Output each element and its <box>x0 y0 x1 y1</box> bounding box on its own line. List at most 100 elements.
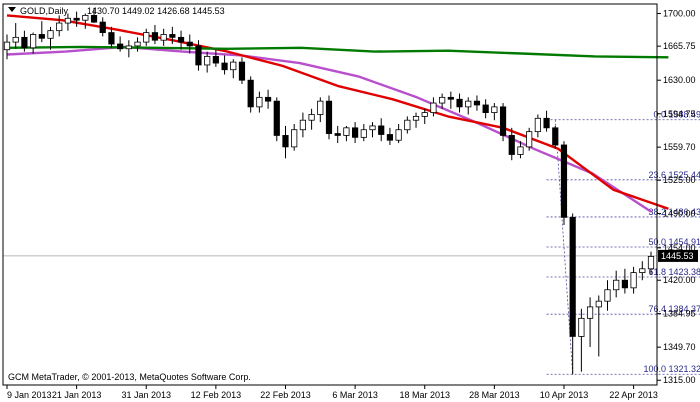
candle <box>465 97 472 115</box>
candle <box>108 26 115 48</box>
candle <box>186 34 193 54</box>
candle <box>291 124 298 151</box>
bear-candle-body <box>238 61 246 81</box>
bull-candle-body <box>360 129 367 138</box>
candle <box>647 251 655 275</box>
bull-candle-body <box>465 100 472 108</box>
bull-candle-body <box>343 127 350 136</box>
candle <box>378 118 385 142</box>
candle <box>212 49 219 67</box>
candle <box>273 97 280 142</box>
candle <box>73 11 80 27</box>
candle <box>630 266 637 294</box>
fib-level-label: 38.2 1486.43 <box>648 207 700 217</box>
bull-candle-body <box>317 100 324 115</box>
bull-candle-body <box>439 96 446 104</box>
candle <box>543 110 550 132</box>
y-tick-label: 1630.00 <box>663 75 696 85</box>
bear-candle-body <box>99 21 106 33</box>
bull-candle-body <box>291 129 298 148</box>
copyright-text: GCM MetaTrader, © 2001-2013, MetaQuotes … <box>8 372 251 382</box>
candle <box>508 127 515 161</box>
bear-candle-body <box>21 36 28 49</box>
candle <box>456 93 463 113</box>
bull-candle-body <box>56 22 63 32</box>
x-tick-label: 21 Jan 2013 <box>52 390 102 400</box>
x-tick-label: 22 Feb 2013 <box>260 390 311 400</box>
bear-candle-body <box>621 279 628 289</box>
bull-candle-body <box>30 34 37 49</box>
candle <box>177 30 185 50</box>
axes <box>2 3 661 389</box>
bull-candle-body <box>395 129 402 141</box>
candle <box>595 295 602 357</box>
candle <box>195 40 202 71</box>
y-tick-label: 1700.00 <box>663 9 696 19</box>
candle <box>64 13 72 31</box>
candle <box>169 26 176 45</box>
bear-candle-body <box>499 106 507 136</box>
candle <box>308 108 315 130</box>
candle <box>3 34 11 60</box>
candle <box>578 308 585 372</box>
bull-candle-body <box>404 119 411 131</box>
candle <box>343 125 350 142</box>
bear-candle-body <box>38 34 45 39</box>
bear-candle-body <box>543 117 550 129</box>
candle <box>569 213 576 375</box>
bull-candle-body <box>586 306 594 319</box>
bull-candle-body <box>578 317 585 337</box>
bull-candle-body <box>125 45 132 50</box>
y-tick-label: 1420.00 <box>663 275 696 285</box>
candle <box>369 122 376 138</box>
bear-candle-body <box>334 133 341 136</box>
y-tick-label: 1315.00 <box>663 375 696 385</box>
bear-candle-body <box>473 100 481 106</box>
y-tick-label: 1349.70 <box>663 342 696 352</box>
bear-candle-body <box>117 43 124 50</box>
bear-candle-body <box>508 135 515 155</box>
bull-candle-body <box>3 41 11 51</box>
bear-candle-body <box>386 134 394 141</box>
candle <box>526 127 533 151</box>
candle <box>604 280 611 311</box>
bear-candle-body <box>90 15 98 23</box>
dropdown-triangle-icon[interactable] <box>8 7 16 12</box>
candle <box>560 141 568 225</box>
candle <box>613 270 620 298</box>
bear-candle-body <box>552 127 559 146</box>
bear-candle-body <box>560 144 568 218</box>
x-tick-label: 28 Mar 2013 <box>469 390 520 400</box>
candle <box>47 26 54 50</box>
candle <box>404 116 411 134</box>
bear-candle-body <box>273 100 280 136</box>
chart-header: GOLD,Daily 1430.70 1449.02 1426.68 1445.… <box>8 6 225 16</box>
y-tick-label: 1454.00 <box>663 243 696 253</box>
x-tick-label: 22 Apr 2013 <box>609 390 658 400</box>
bull-candle-body <box>526 131 533 148</box>
candle <box>82 13 89 29</box>
candle <box>325 95 333 140</box>
candle <box>482 99 489 119</box>
candle <box>56 15 63 37</box>
bull-candle-body <box>369 125 376 131</box>
candle <box>360 124 367 142</box>
bull-candle-body <box>595 300 602 308</box>
candle <box>499 103 507 142</box>
bull-candle-body <box>534 117 541 133</box>
bear-candle-body <box>325 100 333 134</box>
y-tick-label: 1665.75 <box>663 41 696 51</box>
x-tick-label: 9 Jan 2013 <box>7 390 52 400</box>
candle <box>639 261 646 281</box>
ohlc-values: 1430.70 1449.02 1426.68 1445.53 <box>87 6 225 16</box>
fib-level-label: 0.0 1588.49 <box>653 110 700 120</box>
candle <box>247 76 254 113</box>
candle <box>238 57 246 85</box>
bull-candle-body <box>517 146 524 155</box>
bear-candle-body <box>352 127 359 138</box>
candle <box>352 122 359 144</box>
bull-candle-body <box>12 36 19 43</box>
y-tick-label: 1490.00 <box>663 209 696 219</box>
plot-frame <box>2 3 658 386</box>
bull-candle-body <box>430 102 437 113</box>
